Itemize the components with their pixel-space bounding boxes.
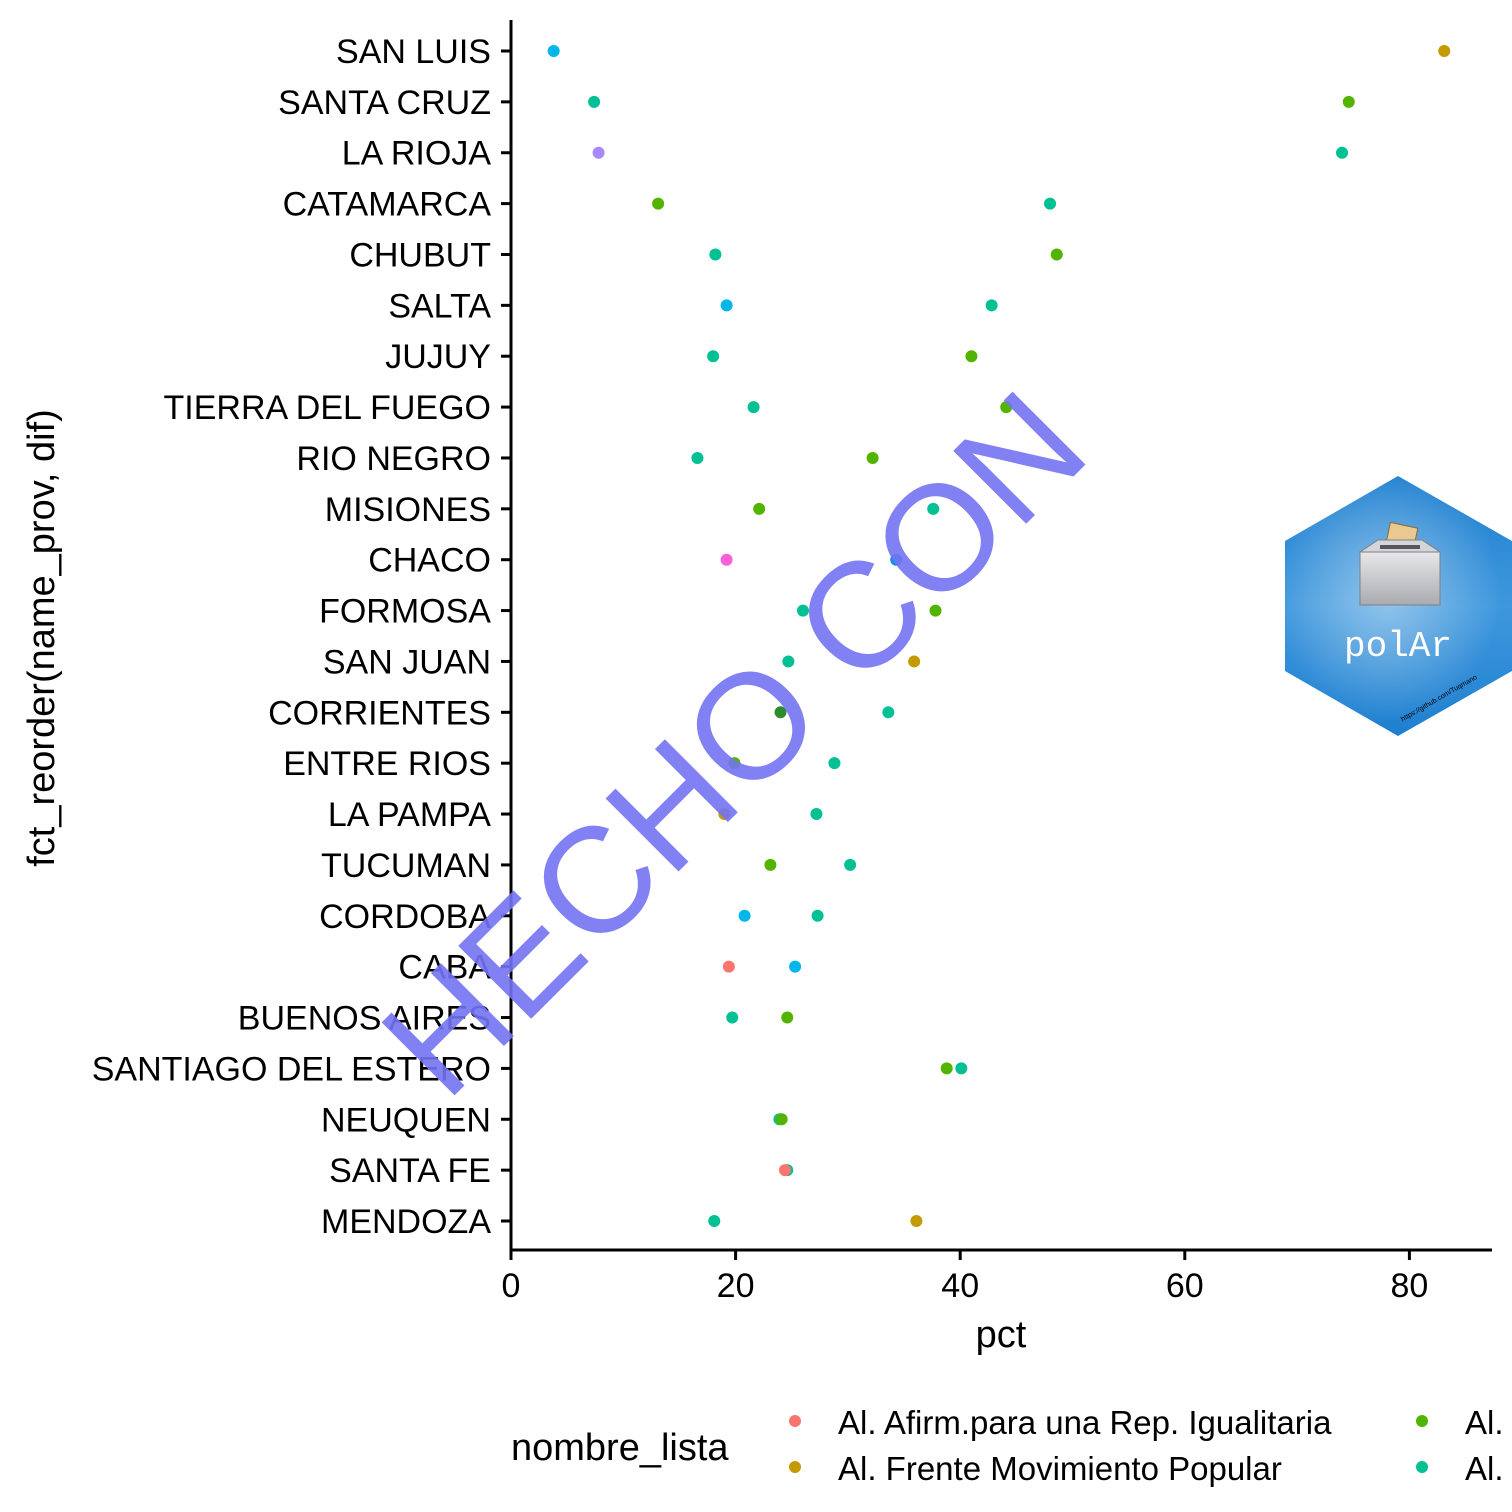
ballot-box-icon bbox=[1358, 521, 1442, 606]
data-point bbox=[718, 808, 731, 821]
data-point bbox=[844, 858, 857, 871]
y-tick-label: MENDOZA bbox=[321, 1203, 491, 1241]
y-tick-label: NEUQUEN bbox=[321, 1101, 491, 1139]
y-tick-label: SANTA FE bbox=[329, 1152, 491, 1190]
data-point bbox=[764, 858, 777, 871]
x-tick-label: 40 bbox=[941, 1267, 979, 1305]
y-tick-label: SAN LUIS bbox=[336, 33, 491, 71]
polar-logo: polAr https://github.com/Tuqmano bbox=[1285, 476, 1512, 736]
x-axis-ticks: 0 20 40 60 80 bbox=[502, 1250, 1428, 1305]
y-tick-label: CORRIENTES bbox=[268, 694, 491, 732]
data-point bbox=[985, 299, 998, 312]
x-tick-label: 60 bbox=[1166, 1267, 1204, 1305]
legend-entry-label: Al. Afirm.para una Rep. Igualitaria bbox=[838, 1404, 1332, 1441]
data-point bbox=[955, 1062, 968, 1075]
legend: nombre_lista Al. Afirm.para una Rep. Igu… bbox=[511, 1404, 1504, 1487]
data-point bbox=[774, 706, 787, 719]
y-tick-label: TUCUMAN bbox=[321, 847, 491, 885]
legend-entry-label: Al. bbox=[1465, 1404, 1504, 1441]
y-tick-label: MISIONES bbox=[325, 491, 491, 529]
data-point bbox=[707, 350, 720, 363]
y-tick-label: FORMOSA bbox=[319, 593, 491, 631]
x-axis-title: pct bbox=[976, 1314, 1027, 1356]
y-axis-ticks: SAN LUIS SANTA CRUZ LA RIOJA CATAMARCA CHUBU… bbox=[92, 33, 511, 1241]
legend-key bbox=[789, 1415, 801, 1427]
y-tick-label: TIERRA DEL FUEGO bbox=[164, 389, 491, 427]
data-point bbox=[810, 808, 823, 821]
legend-entry-label: Al. bbox=[1465, 1450, 1504, 1487]
data-point bbox=[866, 451, 879, 464]
data-point bbox=[927, 502, 940, 515]
data-point bbox=[753, 502, 766, 515]
data-point bbox=[652, 197, 665, 210]
data-point bbox=[720, 553, 733, 566]
y-tick-label: CHUBUT bbox=[349, 236, 491, 274]
x-tick-label: 20 bbox=[717, 1267, 755, 1305]
y-tick-label: CORDOBA bbox=[319, 898, 491, 936]
x-tick-label: 80 bbox=[1390, 1267, 1428, 1305]
data-point bbox=[1050, 248, 1063, 261]
data-point bbox=[547, 45, 560, 57]
y-tick-label: LA RIOJA bbox=[342, 135, 492, 173]
data-point bbox=[965, 350, 978, 363]
data-point bbox=[708, 1215, 721, 1228]
data-point bbox=[782, 655, 795, 668]
y-tick-label: SANTIAGO DEL ESTERO bbox=[92, 1050, 491, 1088]
legend-title: nombre_lista bbox=[511, 1427, 729, 1469]
y-axis-title: fct_reorder(name_prov, dif) bbox=[21, 409, 63, 867]
data-point bbox=[728, 757, 741, 770]
data-point bbox=[811, 909, 824, 922]
data-point bbox=[726, 1011, 739, 1024]
data-point bbox=[592, 146, 605, 159]
y-tick-label: CHACO bbox=[368, 542, 491, 580]
data-point bbox=[691, 451, 704, 464]
legend-key bbox=[789, 1461, 801, 1473]
y-tick-label: SAN JUAN bbox=[323, 643, 491, 681]
data-point bbox=[1044, 197, 1057, 210]
y-tick-label: CATAMARCA bbox=[283, 186, 492, 224]
data-point bbox=[940, 1062, 953, 1075]
y-tick-label: CABA bbox=[398, 949, 491, 987]
logo-text: polAr bbox=[1344, 626, 1452, 667]
data-point bbox=[1000, 401, 1013, 414]
data-point bbox=[796, 604, 809, 617]
data-point bbox=[1438, 45, 1451, 57]
data-point bbox=[882, 706, 895, 719]
data-points bbox=[547, 45, 1451, 1228]
data-point bbox=[779, 1164, 792, 1177]
data-point bbox=[910, 1215, 923, 1228]
legend-key bbox=[1416, 1415, 1428, 1427]
y-tick-label: SALTA bbox=[388, 287, 491, 325]
data-point bbox=[908, 655, 921, 668]
data-point bbox=[747, 401, 760, 414]
y-tick-label: BUENOS AIRES bbox=[238, 1000, 491, 1038]
data-point bbox=[588, 95, 601, 108]
data-point bbox=[890, 553, 903, 566]
data-point bbox=[722, 960, 735, 973]
y-tick-label: JUJUY bbox=[385, 338, 491, 376]
data-point bbox=[738, 909, 751, 922]
y-tick-label: SANTA CRUZ bbox=[278, 84, 491, 122]
y-tick-label: RIO NEGRO bbox=[296, 440, 491, 478]
data-point bbox=[775, 1113, 788, 1126]
data-point bbox=[929, 604, 942, 617]
data-point bbox=[1342, 95, 1355, 108]
legend-entry-label: Al. Frente Movimiento Popular bbox=[838, 1450, 1282, 1487]
legend-key bbox=[1416, 1461, 1428, 1473]
data-point bbox=[720, 299, 733, 312]
y-tick-label: ENTRE RIOS bbox=[283, 745, 491, 783]
x-tick-label: 0 bbox=[502, 1267, 521, 1305]
data-point bbox=[789, 960, 802, 973]
data-point bbox=[781, 1011, 794, 1024]
data-point bbox=[828, 757, 841, 770]
data-point bbox=[709, 248, 722, 261]
data-point bbox=[1336, 146, 1349, 159]
y-tick-label: LA PAMPA bbox=[328, 796, 491, 834]
